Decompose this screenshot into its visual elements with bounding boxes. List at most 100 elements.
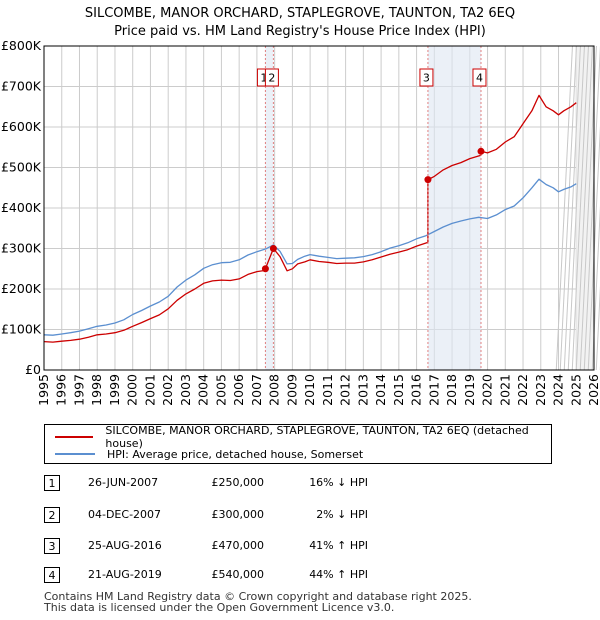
- transaction-date: 25-AUG-2016: [88, 539, 162, 552]
- transaction-number: 3: [44, 538, 60, 554]
- transaction-date: 26-JUN-2007: [88, 476, 159, 489]
- transaction-hpi-change: 41% ↑ HPI: [309, 539, 368, 552]
- forecast-hatch: [559, 45, 577, 371]
- transaction-price: £250,000: [211, 476, 265, 489]
- x-tick-label: 1999: [107, 374, 122, 406]
- y-tick-label: £500K: [1, 160, 42, 175]
- forecast-hatch: [563, 45, 581, 371]
- y-tick-label: £100K: [1, 322, 42, 337]
- legend-label-property: SILCOMBE, MANOR ORCHARD, STAPLEGROVE, TA…: [105, 424, 529, 450]
- forecast-hatch: [567, 45, 585, 371]
- x-tick-label: 2006: [231, 374, 246, 406]
- x-tick-label: 2005: [213, 374, 228, 406]
- x-tick-label: 2020: [480, 374, 495, 406]
- footer-copyright: Contains HM Land Registry data © Crown c…: [44, 590, 472, 603]
- transaction-date: 04-DEC-2007: [88, 508, 162, 521]
- chart-title: SILCOMBE, MANOR ORCHARD, STAPLEGROVE, TA…: [85, 6, 515, 21]
- x-tick-label: 1998: [89, 374, 104, 406]
- legend-item-property: SILCOMBE, MANOR ORCHARD, STAPLEGROVE, TA…: [55, 424, 551, 450]
- x-tick-label: 2014: [373, 374, 388, 406]
- x-tick-label: 2010: [302, 374, 317, 406]
- forecast-hatch: [583, 45, 600, 371]
- forecast-hatch: [575, 45, 593, 371]
- x-tick-label: 2023: [533, 374, 548, 406]
- x-tick-label: 2003: [178, 374, 193, 406]
- legend: SILCOMBE, MANOR ORCHARD, STAPLEGROVE, TA…: [44, 424, 552, 464]
- x-tick-label: 2009: [284, 374, 299, 406]
- x-tick-label: 2024: [551, 374, 566, 406]
- axes: £0 £100K £200K £300K £400K £500K £600K £700K £80…: [1, 38, 600, 406]
- x-tick-label: 1995: [36, 374, 51, 406]
- x-tick-label: 2008: [267, 374, 282, 406]
- transaction-date: 21-AUG-2019: [88, 568, 162, 581]
- x-tick-label: 2025: [568, 374, 583, 406]
- x-tick-label: 2026: [586, 374, 600, 406]
- price-chart: SILCOMBE, MANOR ORCHARD, STAPLEGROVE, TA…: [1, 6, 600, 406]
- sale-point: [269, 245, 277, 252]
- x-tick-label: 2002: [160, 374, 175, 406]
- transaction-price: £470,000: [211, 539, 265, 552]
- y-tick-label: £600K: [1, 119, 42, 134]
- sale-point: [424, 176, 432, 184]
- legend-item-hpi: HPI: Average price, detached house, Some…: [55, 446, 363, 462]
- transaction-hpi-change: 16% ↓ HPI: [309, 476, 368, 489]
- series-line-hpi: [43, 178, 577, 336]
- x-tick-label: 2019: [462, 374, 477, 406]
- series-lines: [43, 94, 577, 343]
- transaction-number: 4: [44, 567, 60, 583]
- sale-marker-label: 1: [260, 72, 267, 85]
- sale-point: [477, 147, 485, 155]
- chart-subtitle: Price paid vs. HM Land Registry's House …: [114, 24, 486, 39]
- y-tick-label: £400K: [1, 200, 42, 215]
- x-tick-label: 2018: [444, 374, 459, 406]
- y-tick-label: £200K: [1, 281, 42, 296]
- ownership-shade: [427, 46, 481, 370]
- plot-frame: [43, 45, 595, 371]
- transaction-price: £540,000: [211, 568, 265, 581]
- x-tick-label: 2007: [249, 374, 264, 406]
- x-tick-label: 2016: [409, 374, 424, 406]
- grid: [43, 45, 595, 371]
- shaded-regions: [265, 45, 600, 371]
- footer-licence: This data is licensed under the Open Gov…: [44, 601, 395, 614]
- forecast-hatch: [571, 45, 589, 371]
- x-tick-label: 1996: [54, 374, 69, 406]
- x-tick-label: 2012: [338, 374, 353, 406]
- x-tick-label: 2017: [426, 374, 441, 406]
- x-tick-label: 1997: [71, 374, 86, 406]
- transaction-price: £300,000: [211, 508, 265, 521]
- forecast-hatch: [555, 45, 573, 371]
- x-tick-label: 2001: [142, 374, 157, 406]
- legend-swatch-hpi: [55, 453, 95, 455]
- transaction-number: 1: [44, 475, 60, 491]
- transaction-hpi-change: 2% ↓ HPI: [316, 508, 368, 521]
- forecast-hatch: [595, 285, 600, 371]
- ownership-shade: [265, 46, 274, 370]
- y-tick-label: £0: [25, 362, 41, 377]
- y-tick-label: £800K: [1, 38, 42, 53]
- sale-marker-box: [264, 68, 279, 87]
- y-tick-label: £700K: [1, 79, 42, 94]
- y-tick-label: £300K: [1, 241, 42, 256]
- transaction-number: 2: [44, 507, 60, 523]
- x-tick-label: 2022: [515, 374, 530, 406]
- x-tick-label: 2011: [320, 374, 335, 406]
- series-line-property: [43, 94, 577, 343]
- sale-marker-label: 4: [476, 72, 483, 85]
- x-tick-label: 2013: [355, 374, 370, 406]
- x-tick-label: 2004: [196, 374, 211, 406]
- forecast-hatch: [587, 125, 600, 371]
- sale-marker-label: 2: [268, 72, 275, 85]
- sale-marker-box: [472, 68, 487, 87]
- x-tick-label: 2015: [391, 374, 406, 406]
- x-tick-label: 2000: [125, 374, 140, 406]
- transaction-hpi-change: 44% ↑ HPI: [309, 568, 368, 581]
- legend-swatch-property: [55, 436, 94, 438]
- legend-label-hpi: HPI: Average price, detached house, Some…: [107, 447, 364, 461]
- sale-point: [261, 265, 269, 273]
- x-tick-label: 2021: [497, 374, 512, 406]
- sale-marker-label: 3: [423, 72, 430, 85]
- forecast-hatch: [591, 205, 600, 371]
- sale-marker-box: [419, 68, 434, 87]
